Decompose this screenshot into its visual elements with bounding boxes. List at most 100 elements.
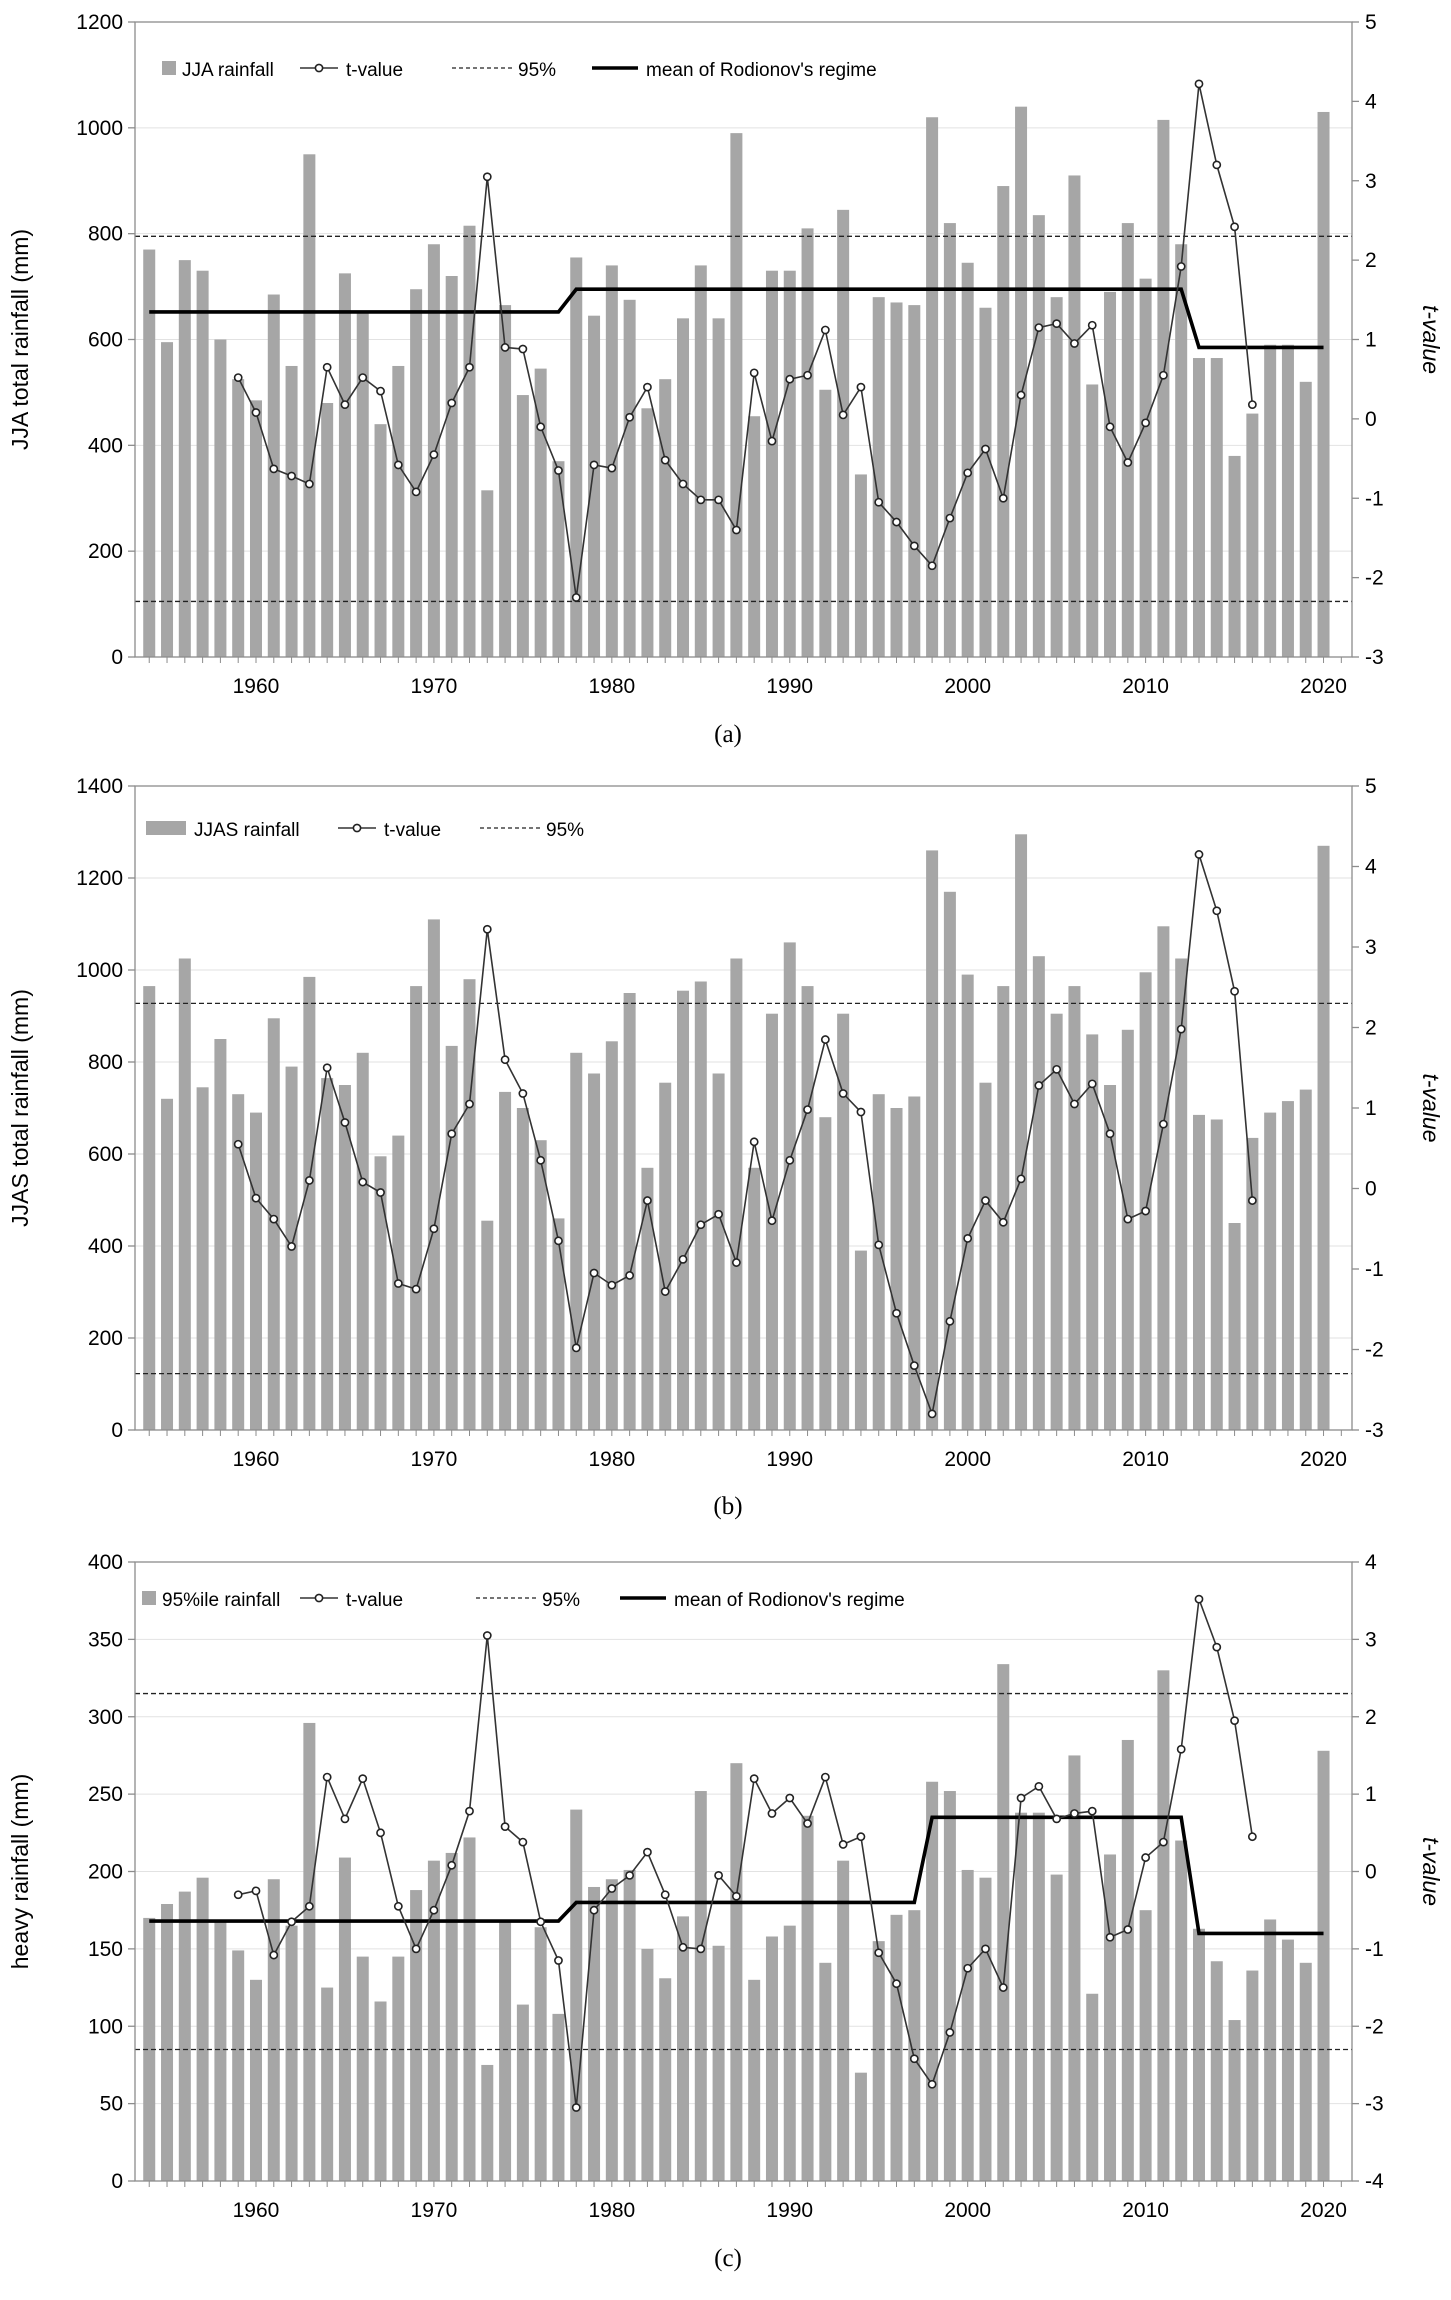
bar-2019 [1299, 1962, 1312, 2181]
t-value-point-2013 [1194, 79, 1204, 89]
bar-1978 [570, 1809, 583, 2181]
bar-1964 [321, 1078, 334, 1430]
legend-swatch-bars [162, 61, 176, 75]
bar-2016 [1246, 1137, 1259, 1430]
t-value-point-1996 [892, 517, 901, 527]
x-tick-label: 1980 [588, 2199, 635, 2222]
y2-tick-label: -1 [1365, 1258, 1384, 1281]
bar-1958 [214, 1039, 227, 1430]
t-value-point-1964 [322, 1772, 332, 1782]
t-value-point-2014 [1212, 906, 1222, 916]
t-value-point-1976 [536, 1917, 546, 1927]
bar-1976 [534, 368, 547, 657]
x-tick-label: 1990 [766, 2199, 813, 2222]
bar-2018 [1281, 1101, 1294, 1430]
bar-1982 [641, 1167, 654, 1430]
legend: 95%ile rainfall t-value 95% mean of Rodiono… [142, 1590, 905, 1611]
t-value-point-2004 [1034, 1781, 1044, 1791]
bar-1981 [623, 1869, 636, 2181]
bar-1993 [837, 1013, 850, 1430]
t-value-point-2010 [1141, 1206, 1151, 1216]
t-value-point-2015 [1230, 222, 1239, 232]
y-tick-label: 300 [88, 1706, 123, 1729]
bar-1961 [267, 294, 280, 657]
t-value-point-2008 [1105, 1932, 1115, 1942]
bar-2015 [1228, 455, 1241, 657]
bar-1971 [445, 276, 458, 657]
bar-1985 [694, 265, 707, 657]
y-axis-title: JJA total rainfall (mm) [7, 229, 33, 450]
y2-tick-label: -1 [1365, 487, 1384, 510]
bar-1969 [410, 289, 423, 657]
bar-2004 [1032, 215, 1045, 658]
bar-1973 [481, 1220, 494, 1430]
bar-2001 [979, 1082, 992, 1430]
t-value-point-1960 [251, 1193, 261, 1203]
bar-1961 [267, 1879, 280, 2181]
bar-2002 [997, 1664, 1010, 2181]
t-value-line [238, 1598, 1254, 2108]
bar-1991 [801, 228, 814, 657]
t-value-point-1981 [625, 1271, 635, 1280]
t-value-point-1992 [820, 325, 830, 335]
bar-1997 [908, 1096, 921, 1430]
t-value-point-1965 [340, 400, 350, 409]
bar-2019 [1299, 381, 1312, 657]
bar-2010 [1139, 1910, 1152, 2181]
bar-1996 [890, 302, 903, 657]
t-value-point-1978 [571, 2103, 581, 2112]
bar-2017 [1264, 1112, 1277, 1430]
t-value-point-1995 [874, 1948, 884, 1958]
bar-1971 [445, 1045, 458, 1430]
t-value-point-2002 [998, 493, 1008, 503]
y-tick-label: 350 [88, 1628, 123, 1651]
bar-2007 [1086, 1993, 1099, 2181]
t-value-point-1978 [571, 1343, 581, 1353]
bar-2010 [1139, 972, 1152, 1430]
bar-1972 [463, 1837, 476, 2181]
y2-tick-label: 3 [1365, 1628, 1377, 1651]
x-tick-label: 1980 [588, 1448, 635, 1471]
t-value-point-2008 [1105, 422, 1115, 432]
t-value-point-1968 [393, 1901, 403, 1911]
bar-2009 [1121, 1739, 1134, 2181]
t-value-point-1974 [500, 1822, 510, 1832]
bar-2020 [1317, 1750, 1330, 2181]
bar-1956 [178, 1891, 191, 2181]
t-value-point-2003 [1016, 1793, 1026, 1803]
bar-2019 [1299, 1089, 1312, 1430]
t-value-point-2011 [1159, 1119, 1168, 1129]
t-value-point-2016 [1247, 1196, 1257, 1205]
bar-1986 [712, 1945, 725, 2181]
bar-1974 [499, 1921, 512, 2181]
x-tick-label: 2020 [1300, 1448, 1347, 1471]
t-value-point-1969 [411, 487, 421, 497]
bar-1998 [926, 850, 939, 1430]
t-value-point-2003 [1016, 390, 1026, 400]
bar-1954 [143, 1917, 156, 2181]
t-value-point-2000 [963, 468, 973, 478]
t-value-point-1999 [945, 513, 955, 523]
y2-tick-label: -4 [1365, 2170, 1384, 2193]
y2-tick-label: 4 [1365, 856, 1377, 879]
y2-axis-title: t-value [1418, 1837, 1444, 1906]
bar-1985 [694, 981, 707, 1430]
t-value-point-1960 [251, 1886, 261, 1896]
bar-1955 [161, 342, 174, 657]
y2-tick-label: 0 [1365, 408, 1377, 431]
x-tick-label: 1960 [233, 2199, 280, 2222]
bar-2020 [1317, 111, 1330, 658]
bar-1980 [605, 1041, 618, 1430]
y2-tick-label: -3 [1365, 1419, 1384, 1442]
bar-1979 [588, 1886, 601, 2181]
t-value-point-1968 [393, 1279, 403, 1288]
t-value-point-1966 [358, 373, 368, 382]
legend-swatch-t-marker [314, 1593, 324, 1603]
bar-1988 [748, 1979, 761, 2181]
regime-mean-line [149, 287, 1324, 350]
t-value-point-1963 [304, 1901, 314, 1911]
t-value-point-1972 [465, 362, 474, 372]
y2-tick-label: 1 [1365, 329, 1377, 352]
t-value-point-1977 [554, 1956, 563, 1965]
y-tick-label: 1200 [76, 867, 123, 890]
